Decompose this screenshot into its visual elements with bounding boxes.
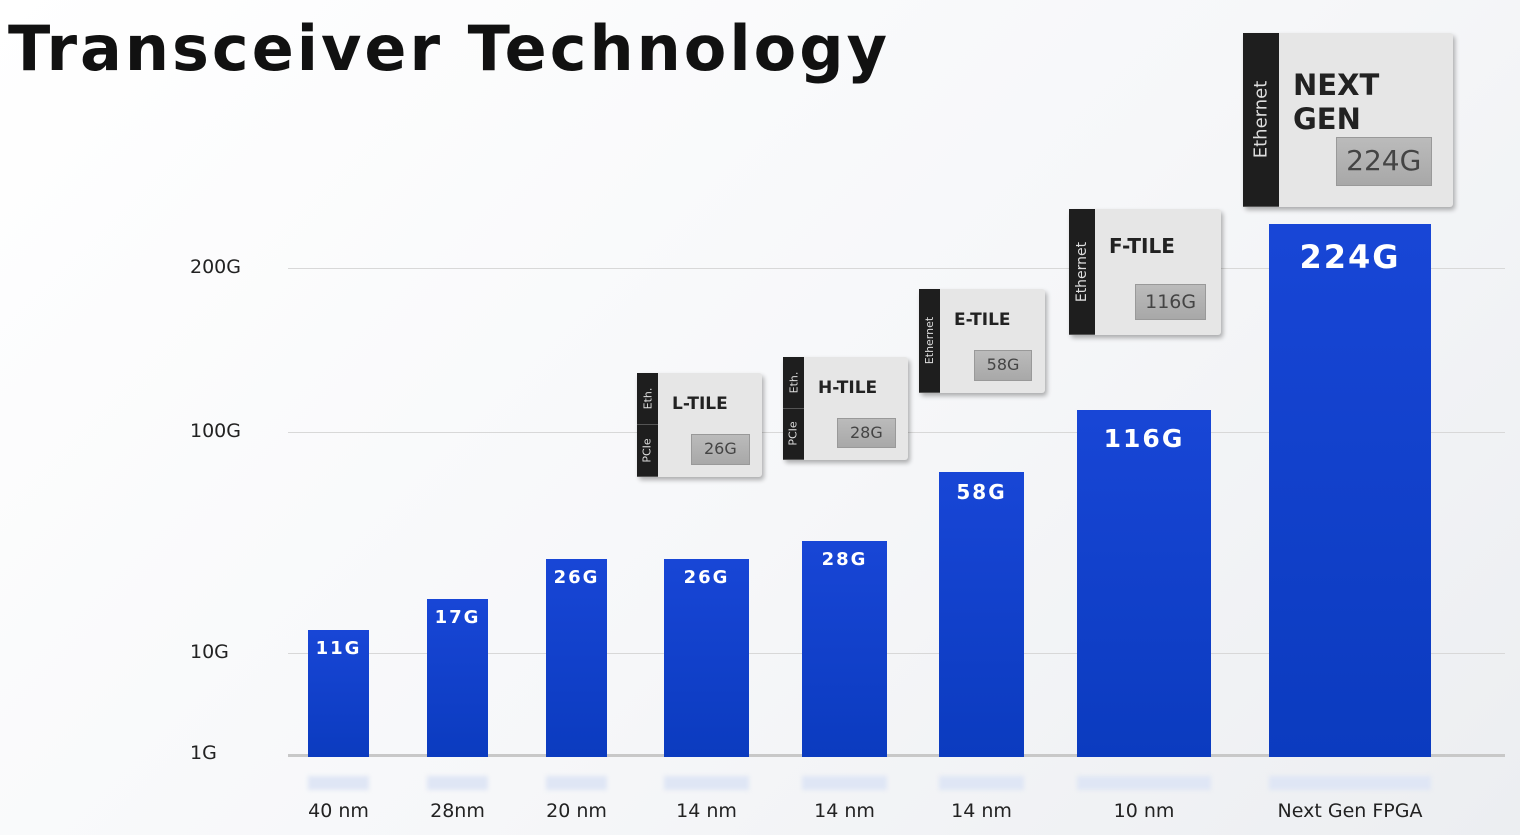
bar: 26G xyxy=(546,559,607,757)
tile-side-label: Eth. xyxy=(641,387,655,410)
bar-reflection xyxy=(1269,776,1431,790)
tile-side-label: PCIe xyxy=(787,421,801,446)
tile-side-label: Ethernet xyxy=(923,316,937,365)
x-axis-line xyxy=(288,754,1505,757)
tile-side-label: Ethernet xyxy=(1250,80,1272,159)
bar-value-label: 26G xyxy=(683,567,730,588)
bar: 26G xyxy=(664,559,749,757)
tile-value: 116G xyxy=(1135,283,1206,320)
x-tick-label: 14 nm xyxy=(951,800,1012,822)
bar-value-label: 11G xyxy=(315,638,362,659)
tile-name: E-TILE xyxy=(954,309,1011,330)
bar-value-label: 26G xyxy=(553,567,600,588)
x-tick-label: 20 nm xyxy=(546,800,607,822)
x-tick-label: 14 nm xyxy=(814,800,875,822)
bar-value-label: 58G xyxy=(956,480,1007,504)
bar: 224G xyxy=(1269,224,1431,757)
tile-value: 28G xyxy=(837,417,896,448)
bar-value-label: 17G xyxy=(434,607,481,628)
page-title: Transceiver Technology xyxy=(8,12,890,85)
tile-name: NEXT GEN xyxy=(1293,67,1380,136)
y-tick-label: 10G xyxy=(190,641,229,663)
bar: 28G xyxy=(802,541,887,757)
tile-value: 58G xyxy=(973,350,1033,381)
tile-value: 224G xyxy=(1335,137,1432,187)
y-tick-label: 200G xyxy=(190,256,241,278)
gridline xyxy=(288,268,1505,269)
tile-sidebar: Ethernet xyxy=(1069,209,1095,335)
bar-value-label: 224G xyxy=(1299,238,1401,276)
bar-value-label: 116G xyxy=(1103,424,1185,453)
tile-card: Ethernet F-TILE 116G xyxy=(1069,209,1221,335)
tile-side-label: Eth. xyxy=(787,371,801,394)
bar-reflection xyxy=(664,776,749,790)
bar: 11G xyxy=(308,630,369,757)
x-tick-label: Next Gen FPGA xyxy=(1277,800,1423,822)
tile-name: H-TILE xyxy=(818,377,878,398)
bar-value-label: 28G xyxy=(821,549,868,570)
tile-card: Ethernet NEXT GEN 224G xyxy=(1243,33,1453,207)
tile-card: Eth. PCIe H-TILE 28G xyxy=(783,357,908,460)
bar-reflection xyxy=(308,776,369,790)
tile-name: F-TILE xyxy=(1109,234,1175,259)
x-tick-label: 40 nm xyxy=(308,800,369,822)
x-tick-label: 14 nm xyxy=(676,800,737,822)
bar-reflection xyxy=(1077,776,1211,790)
bar: 116G xyxy=(1077,410,1211,757)
tile-sidebar: Eth. PCIe xyxy=(783,357,804,460)
tile-sidebar: Ethernet xyxy=(919,289,940,393)
tile-card: Ethernet E-TILE 58G xyxy=(919,289,1045,393)
bar-reflection xyxy=(427,776,488,790)
tile-sidebar: Eth. PCIe xyxy=(637,373,658,477)
bar: 17G xyxy=(427,599,488,757)
bar: 58G xyxy=(939,472,1024,757)
tile-name: L-TILE xyxy=(672,393,728,414)
tile-card: Eth. PCIe L-TILE 26G xyxy=(637,373,762,477)
bar-reflection xyxy=(939,776,1024,790)
bar-reflection xyxy=(546,776,607,790)
tile-value: 26G xyxy=(691,434,750,465)
x-tick-label: 10 nm xyxy=(1113,800,1175,822)
bar-reflection xyxy=(802,776,887,790)
x-tick-label: 28nm xyxy=(430,800,485,822)
gridline xyxy=(288,653,1505,654)
tile-side-label: Ethernet xyxy=(1074,241,1090,302)
tile-side-label: PCIe xyxy=(641,438,655,463)
y-tick-label: 1G xyxy=(190,742,217,764)
tile-sidebar: Ethernet xyxy=(1243,33,1279,207)
y-tick-label: 100G xyxy=(190,420,241,442)
